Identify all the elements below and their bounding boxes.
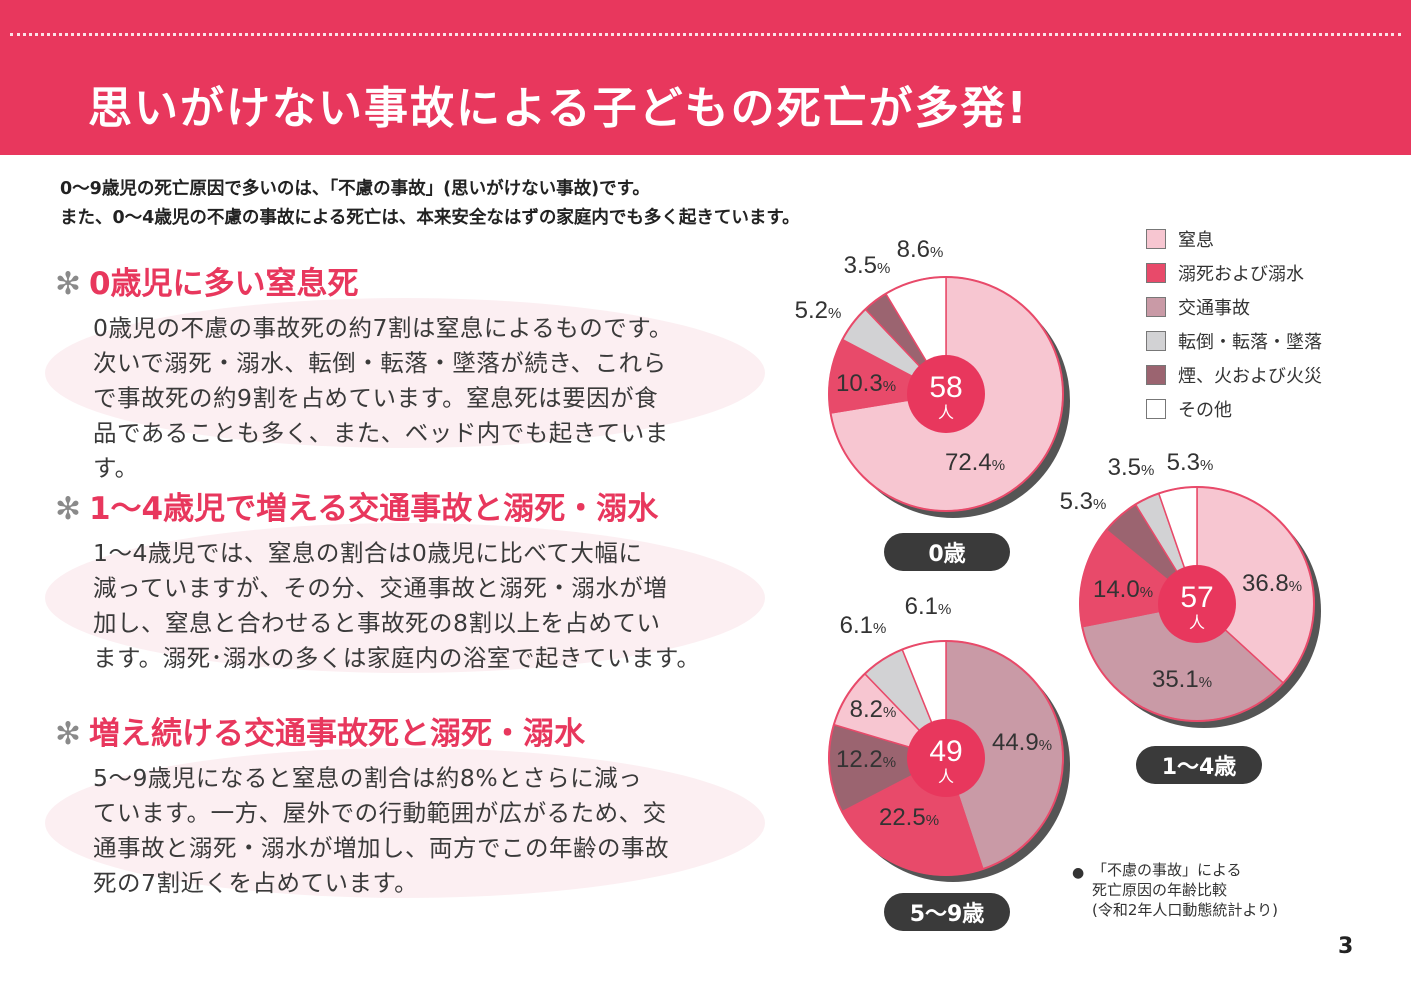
body-line: 死の7割近くを占めています。 bbox=[93, 869, 419, 897]
slice-label: 8.2% bbox=[850, 696, 897, 723]
pie-chart-0: 58人 72.4% 10.3% 5.2%3.5%8.6% bbox=[795, 236, 1070, 518]
section-body: 1～4歳児では、窒息の割合は0歳児に比べて大幅に 減っていますが、その分、交通事… bbox=[93, 536, 708, 676]
section-background bbox=[45, 748, 765, 898]
legend-label: 煙、火および火災 bbox=[1178, 366, 1322, 387]
legend-label: その他 bbox=[1178, 400, 1232, 421]
section-child-traffic: ✻ 増え続ける交通事故死と溺死・溺水 5～9歳児になると窒息の割合は約8%とさらに… bbox=[45, 708, 765, 901]
legend-swatch bbox=[1146, 331, 1166, 351]
slice-label: 36.8% bbox=[1242, 570, 1302, 597]
legend-swatch bbox=[1146, 365, 1166, 385]
section-background bbox=[45, 298, 765, 448]
legend-item: その他 bbox=[1146, 392, 1322, 426]
body-line: 5～9歳児になると窒息の割合は約8%とさらに減っ bbox=[93, 764, 643, 792]
body-line: 品であることも多く、また、ベッド内でも起きています。 bbox=[93, 419, 669, 482]
legend-swatch bbox=[1146, 297, 1166, 317]
legend-item: 窒息 bbox=[1146, 222, 1322, 256]
slice-label: 3.5% bbox=[1108, 454, 1155, 481]
legend-swatch bbox=[1146, 399, 1166, 419]
slice-label: 72.4% bbox=[945, 449, 1005, 476]
slice-label: 5.2% bbox=[795, 297, 842, 324]
body-line: 次いで溺死・溺水、転倒・転落・墜落が続き、これら bbox=[93, 349, 667, 377]
section-body: 5～9歳児になると窒息の割合は約8%とさらに減っ ています。一方、屋外での行動範… bbox=[93, 761, 708, 901]
legend-item: 転倒・転落・墜落 bbox=[1146, 324, 1322, 358]
banner-dotted-line bbox=[10, 33, 1401, 36]
pie-total-unit: 人 bbox=[1189, 613, 1205, 632]
age-label-0: 0歳 bbox=[884, 533, 1010, 571]
body-line: ています。一方、屋外での行動範囲が広がるため、交 bbox=[93, 799, 667, 827]
body-line: で事故死の約9割を占めています。窒息死は要因が食 bbox=[93, 384, 659, 412]
age-label-1: 1～4歳 bbox=[1136, 746, 1262, 784]
slice-label: 5.3% bbox=[1167, 449, 1214, 476]
source-line: (令和2年人口動態統計より) bbox=[1092, 901, 1278, 919]
body-line: 通事故と溺死・溺水が増加し、両方でこの年齢の事故 bbox=[93, 834, 669, 862]
pie-total-unit: 人 bbox=[938, 403, 954, 422]
slice-label: 44.9% bbox=[992, 729, 1052, 756]
body-line: 0歳児の不慮の事故死の約7割は窒息によるものです。 bbox=[93, 314, 673, 342]
slice-label: 14.0% bbox=[1093, 576, 1153, 603]
section-background bbox=[45, 523, 765, 673]
pie-total-unit: 人 bbox=[938, 767, 954, 786]
section-heading: ✻ 1～4歳児で増える交通事故と溺死・溺水 bbox=[55, 491, 659, 527]
source-note: ● 「不慮の事故」による 死亡原因の年齢比較 (令和2年人口動態統計より) bbox=[1072, 860, 1278, 920]
pie-outline bbox=[828, 640, 1064, 876]
page-number: 3 bbox=[1338, 934, 1354, 959]
bullet-icon: ● bbox=[1072, 865, 1085, 881]
title-banner: 思いがけない事故による子どもの死亡が多発! bbox=[0, 0, 1411, 155]
pie-total: 57 bbox=[1180, 581, 1213, 614]
legend-item: 交通事故 bbox=[1146, 290, 1322, 324]
slice-label: 22.5% bbox=[879, 804, 939, 831]
slice-label: 6.1% bbox=[905, 593, 952, 620]
pie-outline bbox=[828, 276, 1064, 512]
pie-total: 58 bbox=[929, 371, 962, 404]
intro-line: 0～9歳児の死亡原因で多いのは、「不慮の事故」(思いがけない事故)です。 bbox=[60, 179, 650, 199]
slice-label: 8.6% bbox=[897, 236, 944, 263]
legend-swatch bbox=[1146, 229, 1166, 249]
legend-label: 溺死および溺水 bbox=[1178, 264, 1304, 285]
pie-center bbox=[1158, 565, 1236, 643]
chart-legend: 窒息 溺死および溺水 交通事故 転倒・転落・墜落 煙、火および火災 その他 bbox=[1146, 222, 1322, 426]
slice-label: 10.3% bbox=[836, 370, 896, 397]
section-infant-suffocation: ✻ 0歳児に多い窒息死 0歳児の不慮の事故死の約7割は窒息によるものです。 次いで… bbox=[45, 258, 765, 486]
legend-label: 窒息 bbox=[1178, 230, 1214, 251]
legend-item: 溺死および溺水 bbox=[1146, 256, 1322, 290]
page-title: 思いがけない事故による子どもの死亡が多発! bbox=[88, 83, 1029, 134]
legend-swatch bbox=[1146, 263, 1166, 283]
slice-label: 12.2% bbox=[836, 746, 896, 773]
intro-text: 0～9歳児の死亡原因で多いのは、「不慮の事故」(思いがけない事故)です。 また、… bbox=[60, 175, 800, 233]
slice-label: 35.1% bbox=[1152, 666, 1212, 693]
pie-total: 49 bbox=[929, 735, 962, 768]
body-line: 1～4歳児では、窒息の割合は0歳児に比べて大幅に bbox=[93, 539, 643, 567]
pie-center bbox=[907, 719, 985, 797]
slice-label: 3.5% bbox=[844, 252, 891, 279]
source-line: 死亡原因の年齢比較 bbox=[1092, 881, 1228, 899]
legend-label: 交通事故 bbox=[1178, 298, 1250, 319]
section-toddler-traffic: ✻ 1～4歳児で増える交通事故と溺死・溺水 1～4歳児では、窒息の割合は0歳児に比… bbox=[45, 483, 765, 676]
body-line: ます。溺死･溺水の多くは家庭内の浴室で起きています。 bbox=[93, 644, 701, 672]
asterisk-icon: ✻ bbox=[55, 491, 81, 527]
body-line: 減っていますが、その分、交通事故と溺死・溺水が増 bbox=[93, 574, 668, 602]
asterisk-icon: ✻ bbox=[55, 266, 81, 302]
intro-line: また、0～4歳児の不慮の事故による死亡は、本来安全なはずの家庭内でも多く起きてい… bbox=[60, 208, 800, 228]
pie-chart-2: 49人 44.9% 22.5% 12.2% 8.2% 6.1% 6.1% bbox=[828, 593, 1070, 882]
section-heading: ✻ 増え続ける交通事故死と溺死・溺水 bbox=[55, 716, 585, 752]
pie-outline bbox=[1079, 486, 1315, 722]
legend-item: 煙、火および火災 bbox=[1146, 358, 1322, 392]
pie-center bbox=[907, 355, 985, 433]
slice-label: 5.3% bbox=[1060, 488, 1107, 515]
section-body: 0歳児の不慮の事故死の約7割は窒息によるものです。 次いで溺死・溺水、転倒・転落… bbox=[93, 311, 708, 486]
body-line: 加し、窒息と合わせると事故死の8割以上を占めてい bbox=[93, 609, 661, 637]
section-heading: ✻ 0歳児に多い窒息死 bbox=[55, 266, 359, 302]
legend-label: 転倒・転落・墜落 bbox=[1178, 332, 1322, 353]
asterisk-icon: ✻ bbox=[55, 716, 81, 752]
source-line: 「不慮の事故」による bbox=[1092, 861, 1242, 879]
age-label-2: 5～9歳 bbox=[884, 893, 1010, 931]
slice-label: 6.1% bbox=[840, 612, 887, 639]
